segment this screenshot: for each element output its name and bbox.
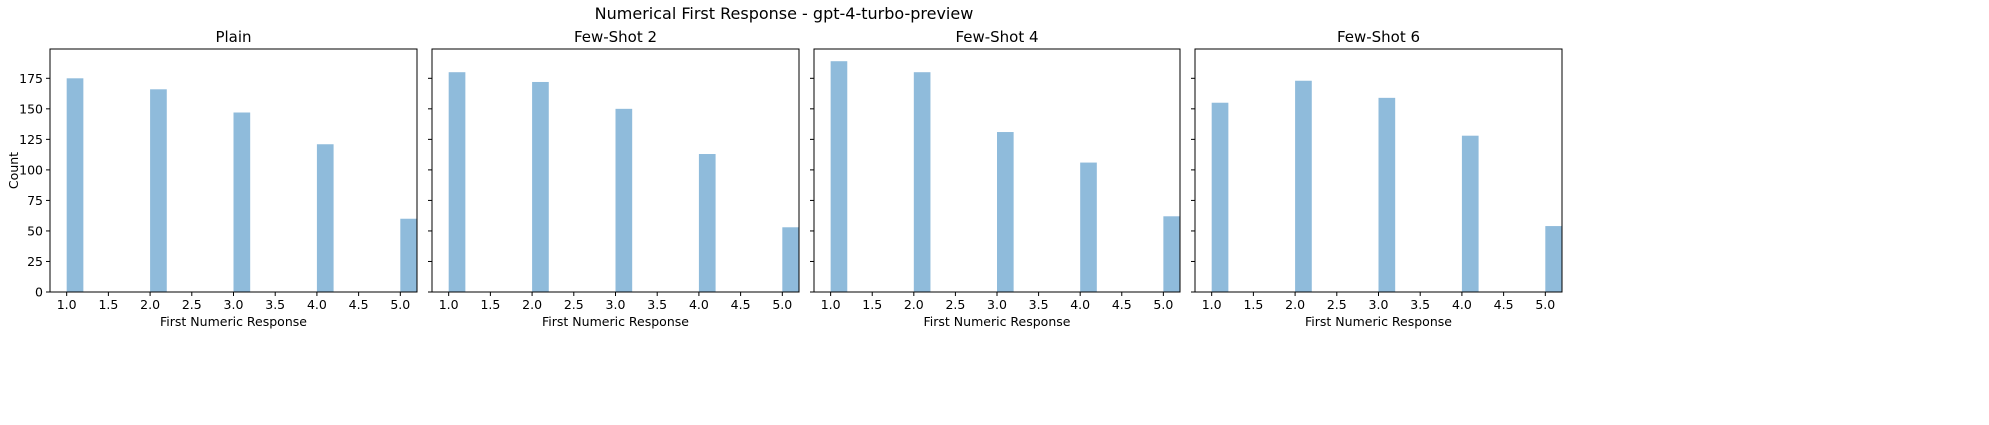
x-axis-label: First Numeric Response bbox=[1305, 314, 1452, 329]
bar-3.0 bbox=[233, 112, 251, 292]
x-tick-label: 1.0 bbox=[57, 297, 77, 312]
subplot-4: Few-Shot 6 1.0 1.5 2.0 2.5 3.0 3.5 4.0 4.5 5.0 Fir… bbox=[1191, 28, 1563, 329]
y-tick-label: 0 bbox=[35, 285, 43, 300]
x-tick-label: 4.0 bbox=[689, 297, 709, 312]
x-tick-label: 2.0 bbox=[1285, 297, 1305, 312]
x-tick-label: 2.0 bbox=[140, 297, 160, 312]
subplot-2: Few-Shot 2 1.0 1.5 2.0 2.5 3.0 3.5 4.0 4.5 5.0 Fir… bbox=[428, 28, 800, 329]
bar-1.0 bbox=[66, 78, 84, 292]
y-tick-label: 125 bbox=[19, 132, 43, 147]
x-tick-label: 2.5 bbox=[182, 297, 202, 312]
x-axis-label: First Numeric Response bbox=[924, 314, 1071, 329]
x-tick-label: 2.0 bbox=[904, 297, 924, 312]
bar-5.0 bbox=[782, 227, 799, 292]
x-tick-label: 4.0 bbox=[1452, 297, 1472, 312]
x-tick-label: 3.0 bbox=[987, 297, 1007, 312]
x-axis-label: First Numeric Response bbox=[542, 314, 689, 329]
x-tick-label: 3.0 bbox=[224, 297, 244, 312]
subplot-1: Plain 1.0 1.5 2.0 2.5 3.0 3.5 4.0 4.5 5.0 0 25 50 75 1… bbox=[6, 28, 418, 329]
y-tick-label: 100 bbox=[19, 162, 43, 177]
x-tick-label: 5.0 bbox=[1535, 297, 1555, 312]
x-axis-label: First Numeric Response bbox=[160, 314, 307, 329]
x-tick-label: 3.0 bbox=[1369, 297, 1389, 312]
bar-4.0 bbox=[1461, 135, 1479, 292]
x-tick-label: 3.5 bbox=[647, 297, 667, 312]
x-tick-label: 4.0 bbox=[1070, 297, 1090, 312]
bar-4.0 bbox=[316, 144, 334, 292]
y-tick-label: 50 bbox=[27, 223, 43, 238]
x-tick-label: 2.5 bbox=[945, 297, 965, 312]
x-tick-label: 2.0 bbox=[522, 297, 542, 312]
bar-1.0 bbox=[1211, 102, 1229, 293]
bar-2.0 bbox=[532, 81, 549, 292]
x-tick-label: 3.0 bbox=[606, 297, 626, 312]
subplot-title: Few-Shot 4 bbox=[955, 28, 1038, 46]
x-tick-label: 1.0 bbox=[439, 297, 459, 312]
x-tick-label: 1.5 bbox=[1243, 297, 1263, 312]
subplot-grid: Plain 1.0 1.5 2.0 2.5 3.0 3.5 4.0 4.5 5.0 0 25 50 75 1… bbox=[6, 28, 1563, 329]
x-tick-label: 5.0 bbox=[1153, 297, 1173, 312]
x-tick-label: 2.5 bbox=[564, 297, 584, 312]
x-tick-label: 1.0 bbox=[821, 297, 841, 312]
x-tick-label: 5.0 bbox=[772, 297, 792, 312]
subplot-title: Few-Shot 6 bbox=[1337, 28, 1420, 46]
bar-2.0 bbox=[1295, 80, 1312, 292]
x-tick-label: 2.5 bbox=[1327, 297, 1347, 312]
x-tick-label: 5.0 bbox=[390, 297, 410, 312]
x-tick-label: 3.5 bbox=[1410, 297, 1430, 312]
y-tick-label: 25 bbox=[27, 254, 43, 269]
bar-2.0 bbox=[913, 72, 931, 292]
x-tick-label: 4.5 bbox=[349, 297, 369, 312]
subplot-title: Plain bbox=[215, 28, 251, 46]
x-tick-label: 4.5 bbox=[1112, 297, 1132, 312]
bar-5.0 bbox=[1163, 216, 1180, 292]
y-tick-label: 75 bbox=[27, 193, 43, 208]
x-tick-label: 4.5 bbox=[1494, 297, 1514, 312]
x-tick-label: 4.5 bbox=[731, 297, 751, 312]
bar-3.0 bbox=[997, 132, 1014, 292]
figure-suptitle: Numerical First Response - gpt-4-turbo-p… bbox=[595, 4, 974, 23]
y-tick-label: 175 bbox=[19, 71, 43, 86]
bar-4.0 bbox=[698, 154, 716, 292]
x-tick-label: 1.0 bbox=[1202, 297, 1222, 312]
x-tick-label: 4.0 bbox=[307, 297, 327, 312]
y-axis-label: Count bbox=[6, 152, 21, 189]
bar-5.0 bbox=[1545, 226, 1562, 292]
bar-3.0 bbox=[615, 108, 633, 292]
bar-4.0 bbox=[1080, 162, 1097, 292]
subplot-3: Few-Shot 4 1.0 1.5 2.0 2.5 3.0 3.5 4.0 4.5 5.0 Fir… bbox=[810, 28, 1181, 329]
bar-3.0 bbox=[1378, 97, 1396, 292]
x-tick-label: 3.5 bbox=[1029, 297, 1049, 312]
y-tick-label: 150 bbox=[19, 101, 43, 116]
x-tick-label: 1.5 bbox=[98, 297, 118, 312]
bar-1.0 bbox=[448, 72, 466, 292]
bar-5.0 bbox=[400, 218, 417, 292]
bar-2.0 bbox=[150, 89, 167, 293]
x-tick-label: 1.5 bbox=[480, 297, 500, 312]
x-tick-label: 3.5 bbox=[265, 297, 285, 312]
x-tick-label: 1.5 bbox=[862, 297, 882, 312]
bar-1.0 bbox=[830, 61, 848, 292]
subplot-title: Few-Shot 2 bbox=[574, 28, 657, 46]
